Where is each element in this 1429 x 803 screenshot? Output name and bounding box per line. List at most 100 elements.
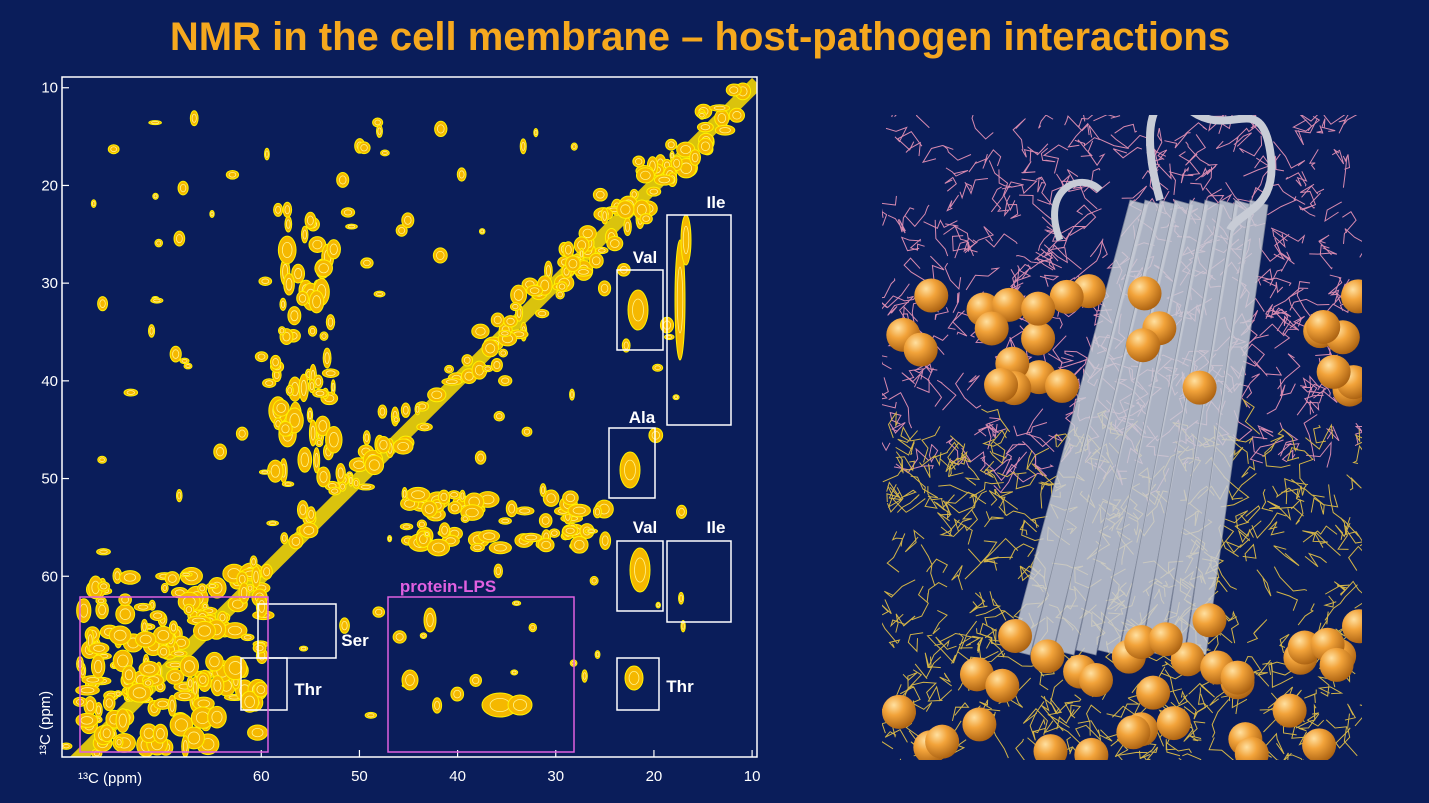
lipid-chain <box>1031 718 1046 734</box>
region-box <box>240 657 288 711</box>
contour-inner <box>545 265 551 277</box>
contour-peak <box>284 215 293 233</box>
contour-peak <box>264 147 270 161</box>
x-tick-label: 50 <box>351 768 368 785</box>
contour-inner <box>524 534 538 541</box>
lipid-chain <box>1321 118 1336 132</box>
contour-inner <box>302 229 307 240</box>
lipid-chain <box>981 408 1011 433</box>
contour-inner <box>294 268 303 280</box>
lipid-chain <box>909 238 925 251</box>
contour-inner <box>238 429 246 438</box>
y-tick-label: 50 <box>41 471 58 488</box>
contour-inner <box>159 647 168 656</box>
lipid-chain <box>1277 442 1300 456</box>
contour-inner <box>436 250 445 260</box>
headgroup <box>992 287 1027 322</box>
lipid-chain <box>1037 176 1046 193</box>
contour-inner <box>463 356 471 364</box>
lipid-chain <box>900 236 922 252</box>
contour-inner <box>265 380 274 386</box>
contour-peak <box>592 505 602 519</box>
contour-peak <box>252 642 267 654</box>
contour-peak <box>99 724 114 743</box>
contour-inner <box>174 651 184 656</box>
contour-inner <box>153 298 161 303</box>
lipid-chain <box>985 422 1007 434</box>
lipid-chain <box>964 178 988 195</box>
lipid-chain <box>976 628 1006 647</box>
lipid-chain <box>964 226 995 254</box>
contour-inner <box>185 606 193 613</box>
contour-peak <box>696 121 714 133</box>
lipid-chain <box>887 301 910 316</box>
contour-peak <box>115 603 136 625</box>
lipid-chain <box>901 371 923 385</box>
lipid-chain <box>1041 216 1073 242</box>
contour-inner <box>395 633 404 641</box>
contour-inner <box>397 441 409 452</box>
lipid-chain <box>1064 694 1082 717</box>
contour-inner <box>199 585 206 592</box>
contour-inner <box>142 622 147 632</box>
lipid-chain <box>1279 383 1296 397</box>
contour-peak <box>108 625 132 646</box>
contour-peak <box>567 503 591 518</box>
contour-peak <box>336 172 350 188</box>
contour-inner <box>610 239 620 248</box>
headgroup <box>1021 291 1056 326</box>
contour-peak <box>352 477 361 489</box>
x-tick-label: 60 <box>253 768 270 785</box>
contour-peak <box>75 684 100 696</box>
contour-inner <box>279 328 285 334</box>
contour-inner <box>424 531 429 537</box>
contour-peak <box>189 110 199 127</box>
contour-peak <box>312 388 328 398</box>
lipid-chain <box>961 447 986 471</box>
contour-inner <box>169 672 181 682</box>
contour-inner <box>265 150 269 158</box>
contour-peak <box>235 426 249 441</box>
contour-inner <box>568 258 578 269</box>
contour-peak <box>450 686 465 702</box>
contour-peak <box>278 420 293 437</box>
lipid-chain <box>1025 408 1055 453</box>
contour-inner <box>327 317 334 327</box>
loop <box>1146 115 1276 233</box>
contour-inner <box>303 525 315 535</box>
lipid-chain <box>1185 141 1211 167</box>
contour-peak <box>419 632 428 640</box>
contour-inner <box>540 486 546 495</box>
contour-peak <box>186 676 195 691</box>
contour-inner <box>113 629 127 641</box>
contour-peak <box>314 438 324 448</box>
lipid-chain <box>1324 201 1343 223</box>
contour-peak <box>503 315 518 328</box>
lipid-chain <box>984 610 1015 626</box>
contour-inner <box>501 331 509 336</box>
lipid-chain <box>1234 521 1254 538</box>
contour-inner <box>367 713 375 718</box>
contour-peak <box>581 669 588 683</box>
contour-inner <box>349 476 353 485</box>
contour-inner <box>251 728 264 738</box>
lipid-chain <box>1325 425 1340 442</box>
loop <box>1051 178 1103 242</box>
lipid-chain <box>1276 591 1299 611</box>
contour-peak <box>697 137 714 155</box>
contour-peak <box>296 290 309 306</box>
contour-inner <box>149 327 154 335</box>
lipid-chain <box>1323 115 1346 125</box>
contour-peak <box>97 581 111 592</box>
lipid-chain <box>1305 441 1332 468</box>
contour-inner <box>300 379 307 396</box>
lipid-chain <box>959 183 973 200</box>
lipid-chain <box>1340 580 1362 609</box>
lipid-chain <box>1178 151 1201 176</box>
lipid-chain <box>1256 569 1272 597</box>
contour-inner <box>263 567 271 577</box>
contour-inner <box>673 158 681 168</box>
contour-peak <box>314 259 333 278</box>
lipid-chain <box>944 176 957 192</box>
contour-peak <box>319 331 329 341</box>
